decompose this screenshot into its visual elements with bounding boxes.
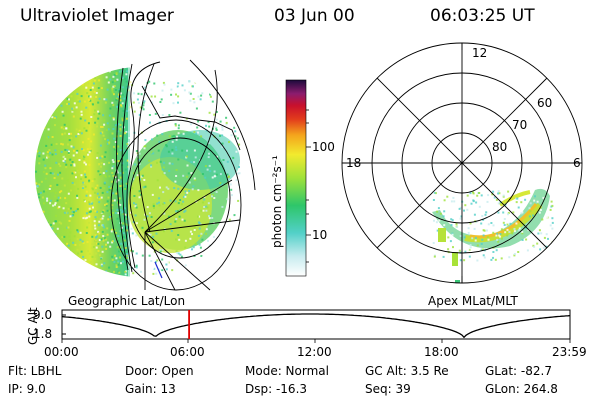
timeline-xtick-1: 06:00 [170, 345, 205, 359]
lat-label-70: 70 [512, 118, 528, 132]
colorbar-tick-100: 100 [312, 140, 335, 154]
info-dsp: Dsp: -16.3 [245, 382, 308, 396]
polar-grid [341, 42, 583, 284]
left-panel-caption: Geographic Lat/Lon [68, 294, 186, 308]
timeline-ytick-low: 1.8 [33, 327, 53, 341]
mlt-label-6: 6 [573, 156, 581, 170]
polar-aurora-image [432, 188, 554, 283]
colorbar-tick-10: 10 [312, 228, 328, 242]
polar-speckle-texture [432, 190, 554, 262]
date-label: 03 Jun 00 [274, 6, 355, 26]
colorbar-unit-label: photon cm⁻²s⁻¹ [270, 155, 284, 248]
info-glat: GLat: -82.7 [485, 364, 552, 378]
right-panel-caption: Apex MLat/MLT [428, 294, 518, 308]
info-mode: Mode: Normal [245, 364, 329, 378]
timeline-xtick-2: 12:00 [297, 345, 332, 359]
timeline-xtick-3: 18:00 [424, 345, 459, 359]
lat-label-60: 60 [537, 96, 553, 110]
colorbar-gradient [285, 79, 307, 277]
left-globe-grid [110, 59, 256, 291]
timeline-xtick-4: 23:59 [552, 345, 587, 359]
lat-label-80: 80 [492, 140, 508, 154]
info-flt: Flt: LBHL [8, 364, 62, 378]
mlt-label-18: 18 [346, 156, 362, 170]
timeline-xtick-0: 00:00 [44, 345, 79, 359]
altitude-curve [61, 313, 571, 339]
info-gc-alt: GC Alt: 3.5 Re [365, 364, 449, 378]
colorbar-ticks [306, 109, 311, 263]
info-gain: Gain: 13 [125, 382, 176, 396]
time-label: 06:03:25 UT [430, 6, 535, 26]
instrument-title: Ultraviolet Imager [20, 6, 174, 26]
coastline-blue [154, 261, 163, 279]
timeline-ytick-high: 9.0 [33, 308, 53, 322]
mlt-label-12: 12 [472, 46, 488, 60]
info-ip: IP: 9.0 [8, 382, 46, 396]
timeline-plot [61, 309, 571, 343]
info-door: Door: Open [125, 364, 194, 378]
info-seq: Seq: 39 [365, 382, 411, 396]
info-glon: GLon: 264.8 [485, 382, 558, 396]
polar-minor-ticks [342, 43, 582, 283]
